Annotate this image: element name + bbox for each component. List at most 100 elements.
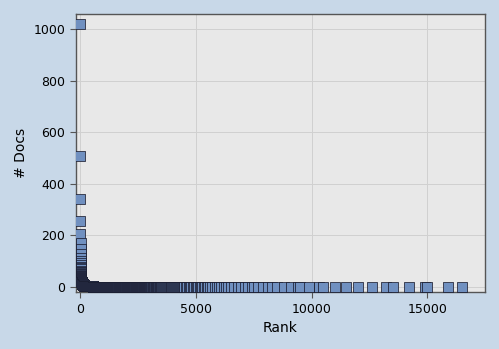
Point [82, 283, 90, 289]
Point [85, 283, 93, 289]
Point [114, 284, 122, 290]
Point [138, 284, 146, 290]
Point [84, 283, 92, 289]
Point [179, 284, 187, 290]
Point [83, 283, 91, 289]
Point [130, 284, 138, 290]
Point [101, 284, 109, 290]
Point [80, 282, 88, 288]
Point [88, 284, 96, 289]
Point [97, 284, 105, 289]
Point [80, 282, 88, 288]
Point [108, 284, 116, 290]
Point [136, 284, 144, 290]
Point [80, 282, 88, 288]
Point [85, 283, 93, 289]
Point [78, 281, 86, 287]
Point [84, 283, 92, 289]
Point [90, 284, 98, 289]
Point [259, 284, 267, 290]
Point [133, 284, 141, 290]
Point [85, 283, 93, 289]
Point [84, 283, 92, 289]
Point [86, 284, 94, 289]
Point [80, 282, 88, 288]
Point [109, 284, 117, 290]
Point [102, 284, 110, 290]
Point [152, 284, 160, 290]
Point [168, 284, 176, 290]
Point [77, 262, 85, 268]
Point [87, 284, 95, 289]
Point [124, 284, 132, 290]
Point [319, 284, 327, 290]
Point [87, 284, 95, 289]
Point [85, 283, 93, 289]
Point [79, 282, 87, 288]
Point [230, 284, 238, 290]
Point [97, 284, 105, 289]
Point [81, 283, 89, 289]
Point [81, 283, 89, 288]
Point [150, 284, 158, 290]
Point [125, 284, 133, 290]
Point [98, 284, 106, 290]
Point [132, 284, 140, 290]
Point [86, 283, 94, 289]
Point [87, 284, 95, 289]
Point [77, 279, 85, 284]
Point [79, 282, 87, 288]
Point [164, 284, 172, 290]
Point [139, 284, 147, 290]
Point [87, 284, 95, 289]
Point [83, 283, 91, 289]
Point [109, 284, 117, 290]
Point [80, 283, 88, 288]
Point [89, 284, 97, 289]
Point [106, 284, 114, 290]
Point [80, 283, 88, 288]
Point [88, 284, 96, 289]
X-axis label: Rank: Rank [263, 321, 298, 335]
Point [95, 284, 103, 289]
Point [124, 284, 132, 290]
Point [115, 284, 123, 290]
Point [124, 284, 132, 290]
Point [87, 284, 95, 289]
Point [128, 284, 136, 290]
Point [80, 283, 88, 288]
Point [103, 284, 111, 290]
Point [84, 283, 92, 289]
Point [87, 284, 95, 289]
Point [108, 284, 116, 290]
Point [368, 284, 376, 290]
Point [106, 284, 114, 290]
Point [85, 283, 93, 289]
Point [156, 284, 164, 290]
Point [97, 284, 105, 289]
Point [108, 284, 116, 290]
Point [79, 282, 87, 287]
Point [84, 283, 92, 289]
Point [78, 281, 86, 286]
Point [201, 284, 209, 290]
Point [140, 284, 148, 290]
Point [83, 283, 91, 289]
Point [86, 283, 94, 289]
Point [106, 284, 114, 290]
Point [144, 284, 152, 290]
Point [83, 283, 91, 289]
Point [220, 284, 228, 290]
Point [86, 284, 94, 289]
Point [79, 282, 87, 287]
Point [180, 284, 188, 290]
Point [126, 284, 134, 290]
Point [87, 284, 95, 289]
Point [99, 284, 107, 290]
Point [104, 284, 112, 290]
Point [144, 284, 152, 290]
Point [80, 283, 88, 288]
Point [85, 283, 93, 289]
Point [169, 284, 177, 290]
Point [76, 247, 84, 252]
